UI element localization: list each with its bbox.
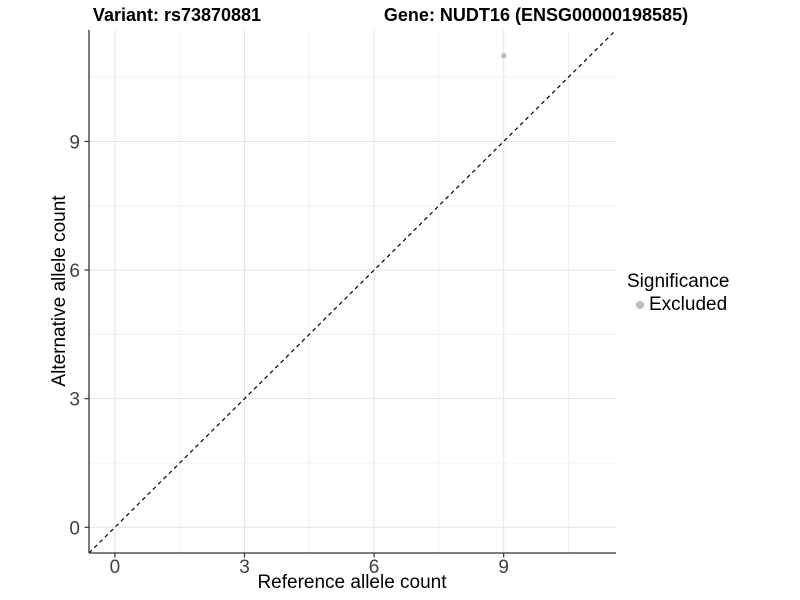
legend: Significance Excluded (627, 271, 729, 316)
x-tick-label: 6 (369, 557, 380, 578)
y-tick-label: 3 (69, 390, 80, 411)
data-point (500, 53, 507, 59)
excluded-point-swatch (636, 301, 644, 309)
x-tick-label: 9 (498, 557, 509, 578)
variant-title: Variant: rs73870881 (92, 5, 262, 25)
legend-entry-label: Excluded (649, 294, 728, 315)
y-tick-label: 0 (69, 518, 80, 539)
y-axis-title: Alternative allele count (49, 195, 70, 387)
legend-entry-excluded: Excluded (627, 294, 729, 316)
x-tick-label: 3 (239, 557, 250, 578)
y-tick-label: 9 (69, 132, 80, 153)
identity-dashed-line (88, 29, 617, 554)
legend-title: Significance (627, 271, 730, 292)
x-axis-title: Reference allele count (257, 572, 447, 593)
y-tick-label: 6 (69, 261, 80, 282)
x-tick-label: 0 (110, 557, 121, 578)
gene-title: Gene: NUDT16 (ENSG00000198585) (383, 5, 689, 25)
